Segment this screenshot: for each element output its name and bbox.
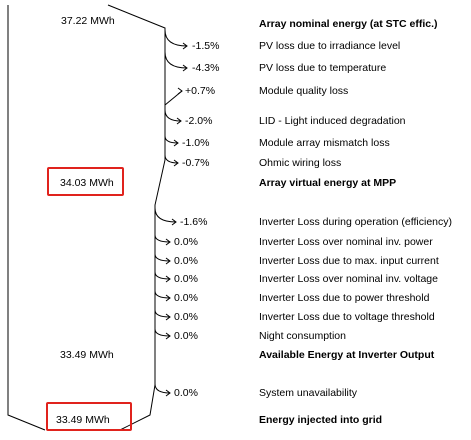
loss-arrowhead (165, 257, 171, 265)
loss-mismatch-pct: -1.0% (182, 137, 210, 149)
inv-loss-max-current-pct: 0.0% (174, 255, 198, 267)
loss-irradiance-label: PV loss due to irradiance level (259, 40, 401, 52)
loss-arrowhead (182, 42, 188, 50)
inv-loss-voltage-threshold-label: Inverter Loss due to voltage threshold (259, 311, 435, 323)
grid-energy-value: 33.49 MWh (56, 414, 110, 426)
loss-arrowhead (165, 332, 171, 340)
loss-arrowhead (173, 139, 179, 147)
system-unavailability-pct: 0.0% (174, 387, 198, 399)
loss-curve (154, 328, 171, 337)
loss-curve (154, 253, 171, 262)
loss-curve (154, 207, 177, 223)
inv-loss-efficiency-label: Inverter Loss during operation (efficien… (259, 216, 452, 228)
loss-curve (154, 234, 171, 243)
flow-right-edge (107, 4, 166, 431)
loss-arrowhead (165, 389, 171, 397)
inv-loss-voltage-threshold-pct: 0.0% (174, 311, 198, 323)
loss-curves (154, 29, 188, 397)
loss-curve (164, 154, 179, 164)
array-nominal-energy-label: Array nominal energy (at STC effic.) (259, 18, 438, 30)
loss-mismatch-label: Module array mismatch loss (259, 137, 390, 149)
loss-arrowhead (177, 87, 183, 95)
night-consumption-label: Night consumption (259, 330, 346, 342)
loss-curve (164, 135, 179, 144)
loss-temperature-pct: -4.3% (192, 62, 220, 74)
mpp-energy-label: Array virtual energy at MPP (259, 177, 397, 189)
loss-ohmic-wiring-label: Ohmic wiring loss (259, 157, 342, 169)
loss-curve (154, 383, 171, 394)
loss-arrowhead (165, 238, 171, 246)
inv-loss-nominal-voltage-label: Inverter Loss over nominal inv. voltage (259, 273, 438, 285)
night-consumption-pct: 0.0% (174, 330, 198, 342)
loss-curve (154, 309, 171, 318)
grid-energy-label: Energy injected into grid (259, 414, 383, 426)
loss-arrowhead (173, 159, 179, 167)
loss-arrowhead (165, 294, 171, 302)
inv-loss-nominal-power-pct: 0.0% (174, 236, 198, 248)
array-nominal-energy-value: 37.22 MWh (61, 15, 115, 27)
loss-arrowhead (176, 117, 182, 125)
loss-curve (154, 271, 171, 280)
loss-arrowhead (171, 218, 177, 226)
loss-curve (164, 29, 188, 47)
loss-curve (164, 51, 188, 69)
inv-loss-efficiency-pct: -1.6% (180, 216, 208, 228)
inv-loss-nominal-power-label: Inverter Loss over nominal inv. power (259, 236, 433, 248)
loss-curve (154, 290, 171, 299)
grid-value-highlight (46, 402, 132, 431)
loss-ohmic-wiring-pct: -0.7% (182, 157, 210, 169)
loss-curve (164, 109, 182, 122)
inv-loss-power-threshold-label: Inverter Loss due to power threshold (259, 292, 430, 304)
inv-loss-max-current-label: Inverter Loss due to max. input current (259, 255, 439, 267)
mpp-energy-value: 34.03 MWh (60, 177, 114, 189)
flow-left-edge (7, 5, 46, 431)
inv-loss-power-threshold-pct: 0.0% (174, 292, 198, 304)
loss-temperature-label: PV loss due to temperature (259, 62, 387, 74)
inverter-output-value: 33.49 MWh (60, 349, 114, 361)
gain-module-quality-label: Module quality loss (259, 85, 349, 97)
loss-arrowhead (182, 64, 188, 72)
inv-loss-nominal-voltage-pct: 0.0% (174, 273, 198, 285)
gain-module-quality-pct: +0.7% (185, 85, 216, 97)
loss-arrowhead (165, 313, 171, 321)
loss-irradiance-pct: -1.5% (192, 40, 220, 52)
loss-lid-pct: -2.0% (185, 115, 213, 127)
system-unavailability-label: System unavailability (259, 387, 358, 399)
inverter-output-label: Available Energy at Inverter Output (259, 349, 435, 361)
loss-lid-label: LID - Light induced degradation (259, 115, 406, 127)
loss-arrowhead (165, 275, 171, 283)
mpp-value-highlight (47, 167, 124, 196)
